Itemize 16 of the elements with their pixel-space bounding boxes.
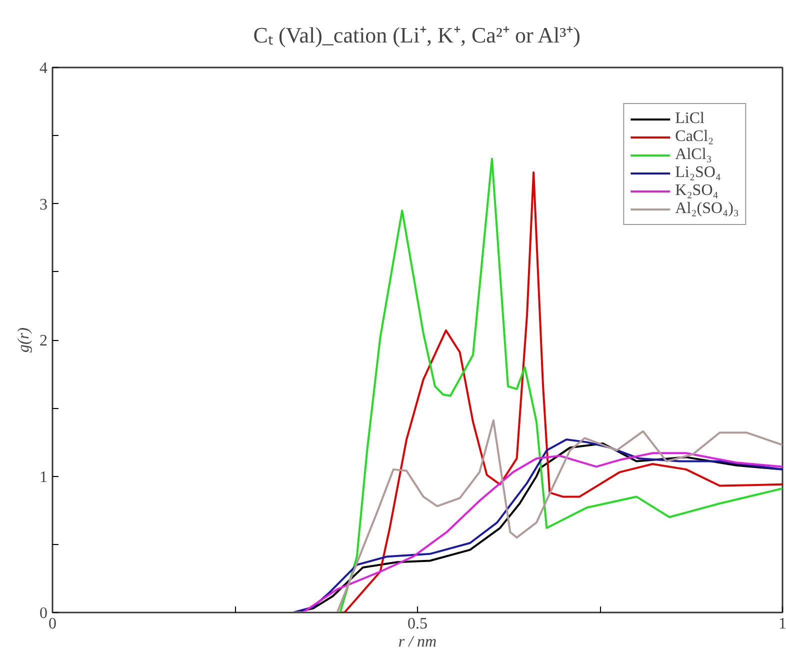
y-tick-label: 2 — [40, 332, 48, 350]
legend-label: AlCl₃ — [675, 146, 712, 164]
y-tick-label: 0 — [40, 605, 48, 622]
y-axis-title: g(r) — [16, 328, 32, 352]
y-tick-label: 1 — [40, 468, 48, 486]
legend-label: Al₂(SO₄)₃ — [675, 200, 739, 218]
legend-label: LiCl — [675, 110, 704, 128]
y-tick-label: 3 — [40, 196, 48, 214]
y-tick-label: 4 — [40, 60, 48, 77]
x-axis-title: r / nm — [398, 634, 437, 650]
x-tick-label: 1 — [778, 616, 786, 632]
legend-label: CaCl₂ — [675, 128, 714, 146]
chart-title: Cₜ (Val)_cation (Li⁺, K⁺, Ca²⁺ or Al³⁺) — [253, 22, 581, 48]
legend-label: K₂SO₄ — [675, 182, 718, 200]
legend-label: Li₂SO₄ — [675, 164, 721, 182]
x-tick-label: 0.5 — [408, 616, 428, 632]
